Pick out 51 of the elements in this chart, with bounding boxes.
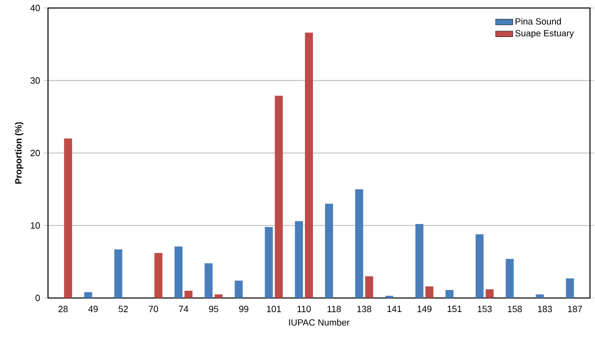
x-tick-label: 153 (478, 306, 492, 312)
bar (234, 280, 243, 298)
bar (325, 204, 334, 298)
x-tick-label: 118 (328, 306, 341, 312)
y-axis-title: Proportion (%) (14, 122, 24, 184)
x-tick-label: 158 (508, 306, 522, 312)
x-tick-label: 138 (357, 306, 372, 312)
bar (355, 189, 364, 298)
x-tick-label: 101 (267, 306, 281, 312)
y-tick-label: 20 (30, 150, 40, 156)
bar (154, 253, 162, 298)
x-tick-label: 52 (118, 306, 128, 312)
bar (64, 138, 72, 298)
y-tick-label: 40 (30, 4, 40, 12)
bar (365, 276, 374, 298)
bar (204, 263, 213, 298)
x-tick-label: 151 (448, 306, 462, 312)
bar (274, 96, 283, 298)
bar (415, 224, 424, 298)
bar (304, 32, 313, 298)
bar (445, 290, 454, 298)
x-tick-label: 74 (178, 306, 188, 312)
x-tick-label: 28 (58, 306, 68, 312)
legend-label: Pina Sound (516, 18, 561, 25)
bar (214, 294, 223, 298)
bar (294, 221, 303, 298)
x-tick-label: 141 (387, 306, 402, 312)
x-tick-label: 187 (568, 306, 582, 312)
x-tick-label: 183 (538, 306, 552, 312)
x-tick-label: 149 (418, 306, 432, 312)
y-tick-label: 0 (36, 294, 40, 302)
bar (566, 278, 574, 298)
bar (174, 246, 183, 298)
legend-label: Suape Estuary (515, 30, 574, 38)
x-axis-title: IUPAC Number (289, 319, 350, 326)
bar (425, 286, 434, 298)
x-tick-label: 110 (297, 306, 311, 312)
x-tick-label: 99 (239, 306, 248, 312)
bar (264, 226, 273, 298)
x-tick-label: 70 (148, 306, 158, 312)
y-tick-label: 30 (30, 77, 40, 84)
bar (84, 292, 92, 298)
bar (536, 294, 544, 298)
bar (486, 289, 494, 298)
y-tick-label: 10 (30, 222, 40, 229)
x-tick-label: 49 (88, 306, 98, 312)
x-tick-label: 95 (209, 306, 218, 312)
bar (114, 249, 122, 298)
bar (184, 290, 193, 298)
bar (506, 258, 514, 298)
bar (476, 234, 484, 298)
